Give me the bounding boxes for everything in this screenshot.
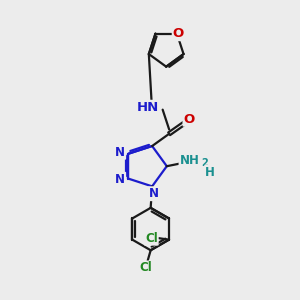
- Text: NH: NH: [179, 154, 200, 167]
- Text: 2: 2: [201, 158, 208, 168]
- Text: HN: HN: [137, 101, 159, 114]
- Text: O: O: [184, 112, 195, 126]
- Text: N: N: [115, 173, 125, 186]
- Text: H: H: [205, 166, 215, 178]
- Text: Cl: Cl: [140, 261, 153, 274]
- Text: Cl: Cl: [145, 232, 158, 245]
- Text: N: N: [148, 187, 159, 200]
- Text: O: O: [173, 27, 184, 40]
- Text: N: N: [115, 146, 125, 159]
